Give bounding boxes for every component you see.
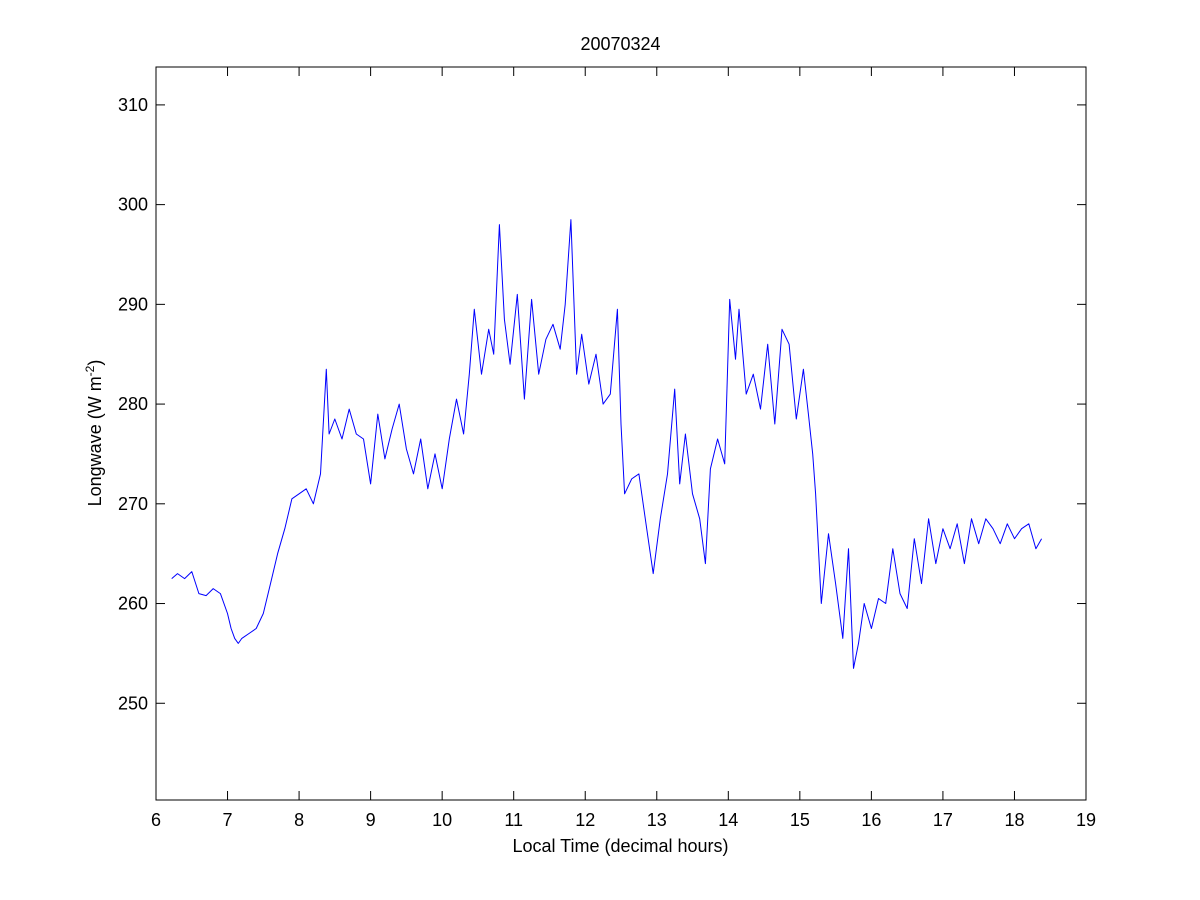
x-tick-label: 9	[366, 810, 376, 830]
y-axis-label-superscript: -2	[83, 365, 97, 376]
y-axis-label: Longwave (W m-2)	[83, 360, 105, 507]
y-axis-label-text: Longwave (W m	[85, 376, 105, 506]
y-tick-label: 290	[118, 294, 148, 314]
y-tick-label: 300	[118, 195, 148, 215]
axes-box	[155, 66, 1087, 801]
x-tick-label: 13	[647, 810, 667, 830]
x-tick-label: 7	[223, 810, 233, 830]
x-axis-label: Local Time (decimal hours)	[512, 836, 728, 856]
series-line-0	[171, 219, 1043, 669]
x-tick-label: 16	[861, 810, 881, 830]
x-tick-label: 18	[1004, 810, 1024, 830]
x-tick-label: 19	[1076, 810, 1096, 830]
y-tick-label: 310	[118, 95, 148, 115]
chart-title: 20070324	[580, 34, 660, 54]
axes: 6 7 8 9 10 11 12 13 14 15 16 17 18 19 250 260 270 280 290 3…	[118, 66, 1096, 830]
plot-area	[171, 219, 1043, 669]
y-tick-label: 250	[118, 693, 148, 713]
x-tick-label: 10	[432, 810, 452, 830]
x-tick-label: 11	[504, 810, 523, 830]
y-tick-label: 280	[118, 394, 148, 414]
x-tick-label: 15	[790, 810, 810, 830]
y-tick-label: 270	[118, 494, 148, 514]
x-tick-label: 12	[575, 810, 595, 830]
x-tick-label: 6	[151, 810, 161, 830]
x-tick-label: 8	[294, 810, 304, 830]
y-axis-label-close: )	[85, 360, 105, 366]
x-tick-label: 17	[933, 810, 953, 830]
x-tick-label: 14	[718, 810, 738, 830]
y-tick-label: 260	[118, 594, 148, 614]
